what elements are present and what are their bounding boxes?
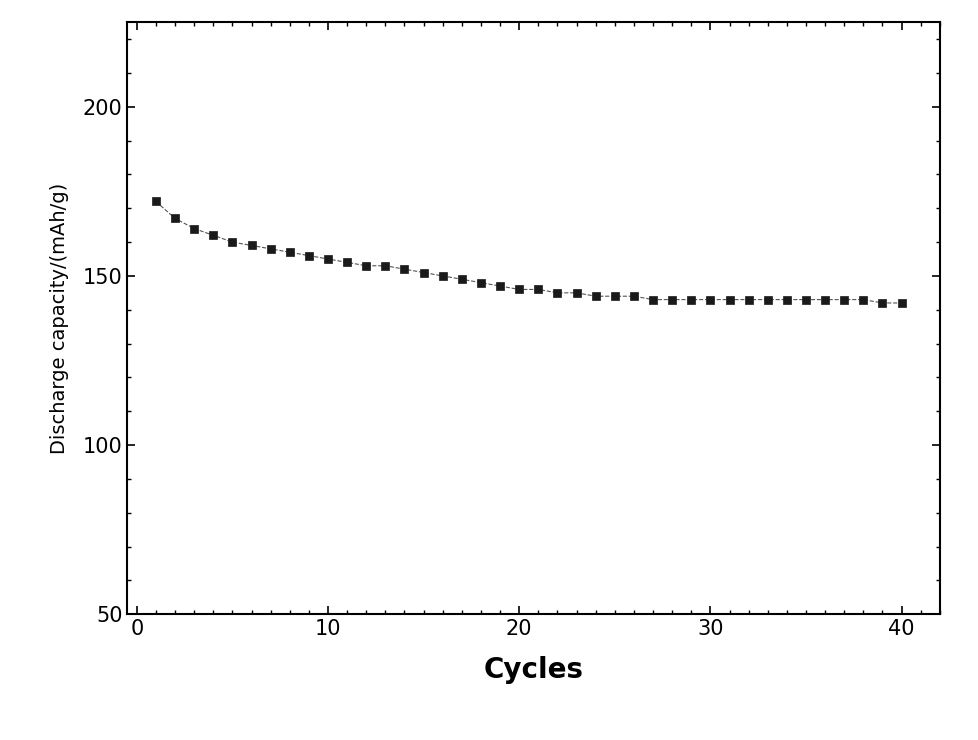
Y-axis label: Discharge capacity/(mAh/g): Discharge capacity/(mAh/g): [50, 183, 68, 454]
X-axis label: Cycles: Cycles: [483, 656, 583, 684]
